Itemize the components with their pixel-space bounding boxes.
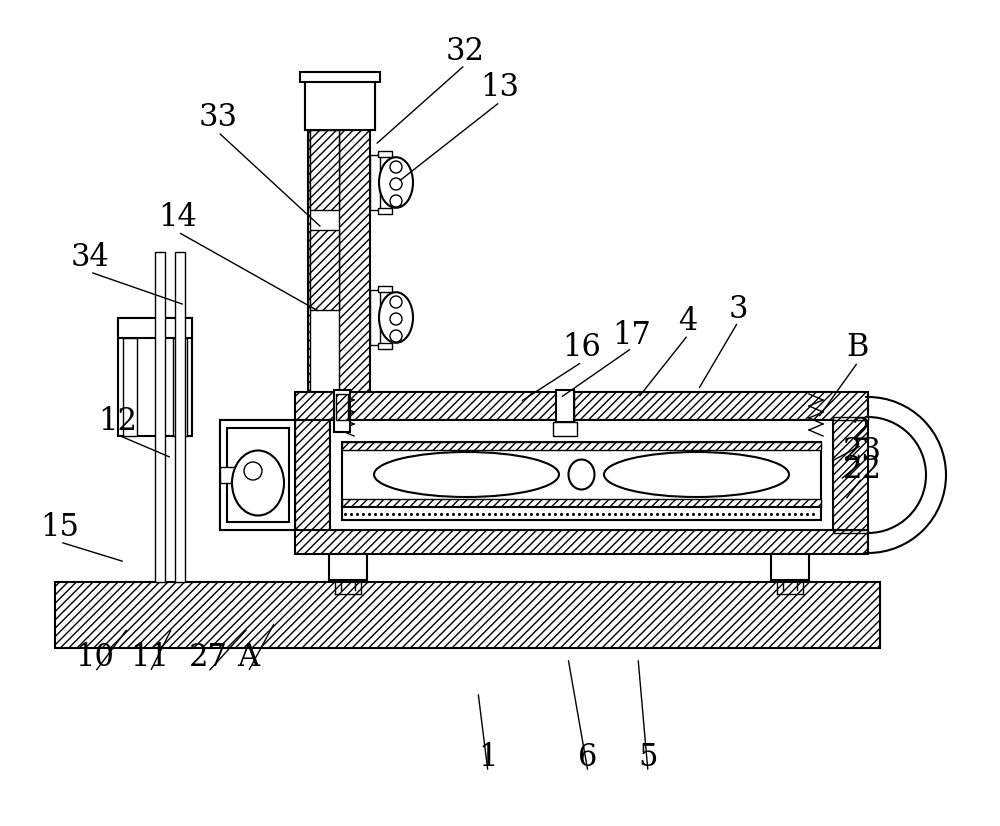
Bar xyxy=(123,338,137,436)
Bar xyxy=(331,396,345,436)
Bar xyxy=(308,128,370,398)
Bar xyxy=(173,338,187,436)
Bar xyxy=(334,390,350,432)
Text: 13: 13 xyxy=(480,73,520,103)
Bar xyxy=(320,430,356,452)
Bar xyxy=(310,130,339,396)
Text: 34: 34 xyxy=(71,243,109,273)
Bar xyxy=(118,318,192,338)
Bar xyxy=(336,394,348,420)
Text: 10: 10 xyxy=(76,643,114,673)
Bar xyxy=(155,252,165,582)
Bar xyxy=(370,290,380,345)
Bar xyxy=(55,582,880,648)
Ellipse shape xyxy=(604,452,789,497)
Text: 14: 14 xyxy=(159,202,197,234)
Text: 23: 23 xyxy=(842,436,882,468)
Text: 16: 16 xyxy=(563,333,601,363)
Text: 3: 3 xyxy=(728,295,748,325)
Circle shape xyxy=(390,178,402,190)
Bar xyxy=(378,151,392,157)
Text: 6: 6 xyxy=(578,743,598,773)
Ellipse shape xyxy=(379,292,413,343)
Bar xyxy=(310,230,339,310)
Text: 22: 22 xyxy=(842,454,882,486)
Circle shape xyxy=(244,462,262,480)
Text: 11: 11 xyxy=(130,643,170,673)
Bar xyxy=(305,80,375,130)
Bar xyxy=(370,155,380,210)
Circle shape xyxy=(390,330,402,342)
Bar xyxy=(833,420,868,530)
Text: A: A xyxy=(237,643,259,673)
Bar xyxy=(342,499,821,507)
Bar xyxy=(342,442,821,507)
Bar xyxy=(227,428,289,522)
Bar xyxy=(833,417,868,420)
Bar xyxy=(220,420,295,530)
Bar xyxy=(300,72,380,82)
Bar xyxy=(556,390,574,422)
Bar xyxy=(833,530,868,533)
Text: 12: 12 xyxy=(98,406,138,438)
Text: 4: 4 xyxy=(678,306,698,338)
Bar xyxy=(220,420,295,530)
Bar xyxy=(175,252,185,582)
Bar xyxy=(378,343,392,349)
Bar xyxy=(556,390,574,422)
Bar xyxy=(310,130,339,210)
Bar xyxy=(553,422,577,436)
Text: 33: 33 xyxy=(198,102,238,134)
Text: 2: 2 xyxy=(852,416,872,448)
Text: 15: 15 xyxy=(40,512,80,544)
Bar xyxy=(295,420,330,530)
Ellipse shape xyxy=(374,452,559,497)
Bar xyxy=(329,554,367,580)
Text: 27: 27 xyxy=(189,643,227,673)
Bar xyxy=(378,208,392,214)
Ellipse shape xyxy=(379,157,413,208)
Text: 1: 1 xyxy=(478,743,498,773)
Text: 32: 32 xyxy=(446,36,484,68)
Ellipse shape xyxy=(232,450,284,515)
Ellipse shape xyxy=(568,459,594,490)
Bar xyxy=(342,507,821,520)
Circle shape xyxy=(390,313,402,325)
Text: 17: 17 xyxy=(613,320,651,350)
Circle shape xyxy=(390,161,402,173)
Text: 5: 5 xyxy=(638,743,658,773)
Bar xyxy=(771,554,809,580)
Bar xyxy=(378,286,392,292)
Bar xyxy=(330,420,833,530)
Bar xyxy=(295,392,868,420)
Bar xyxy=(305,80,375,130)
Bar xyxy=(220,467,245,483)
Circle shape xyxy=(390,296,402,308)
Bar xyxy=(295,530,868,554)
Bar xyxy=(342,442,821,450)
Circle shape xyxy=(390,195,402,207)
Bar xyxy=(118,318,192,436)
Text: B: B xyxy=(847,333,869,363)
